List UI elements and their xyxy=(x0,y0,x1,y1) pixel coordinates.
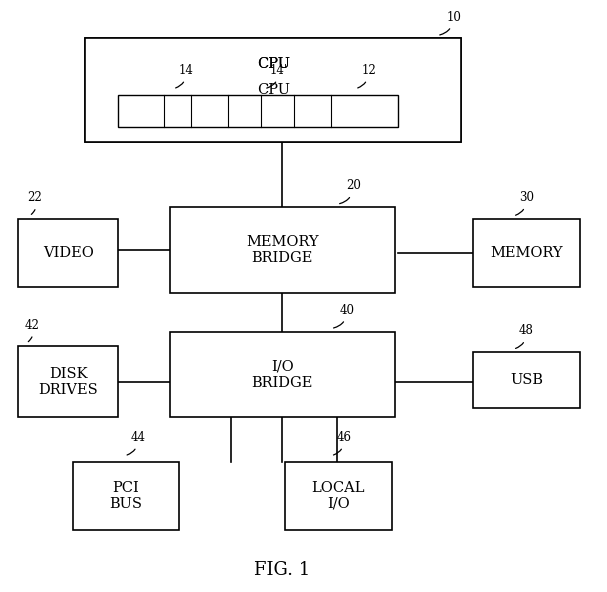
Text: LOCAL
I/O: LOCAL I/O xyxy=(311,481,365,511)
Text: DISK
DRIVES: DISK DRIVES xyxy=(38,366,98,397)
Bar xyxy=(85,38,461,142)
Text: CPU: CPU xyxy=(257,83,290,97)
Text: 14: 14 xyxy=(175,64,194,88)
Text: 12: 12 xyxy=(358,64,376,88)
Bar xyxy=(18,346,118,417)
Text: CPU: CPU xyxy=(257,57,290,72)
Bar xyxy=(285,462,392,530)
Text: 44: 44 xyxy=(127,431,146,455)
Text: MEMORY
BRIDGE: MEMORY BRIDGE xyxy=(246,235,319,265)
Bar xyxy=(473,219,580,287)
Text: FIG. 1: FIG. 1 xyxy=(254,561,310,578)
Bar xyxy=(170,207,395,293)
Text: 42: 42 xyxy=(24,318,39,342)
Text: 20: 20 xyxy=(339,179,361,204)
Text: I/O
BRIDGE: I/O BRIDGE xyxy=(251,359,313,390)
Bar xyxy=(170,332,395,417)
Text: MEMORY: MEMORY xyxy=(490,246,563,260)
Text: 10: 10 xyxy=(439,11,461,35)
Text: 22: 22 xyxy=(27,191,42,214)
Text: USB: USB xyxy=(510,374,543,387)
Text: CPU: CPU xyxy=(257,57,290,72)
Text: 46: 46 xyxy=(333,431,352,455)
Text: 30: 30 xyxy=(515,191,534,215)
Text: VIDEO: VIDEO xyxy=(43,246,93,260)
Bar xyxy=(473,352,580,408)
Text: 40: 40 xyxy=(333,304,355,328)
Text: PCI
BUS: PCI BUS xyxy=(109,481,143,511)
Bar xyxy=(85,38,461,142)
Bar xyxy=(18,219,118,287)
Bar xyxy=(118,95,398,127)
Bar xyxy=(73,462,179,530)
Text: 48: 48 xyxy=(515,324,534,349)
Text: 14': 14' xyxy=(266,64,288,88)
